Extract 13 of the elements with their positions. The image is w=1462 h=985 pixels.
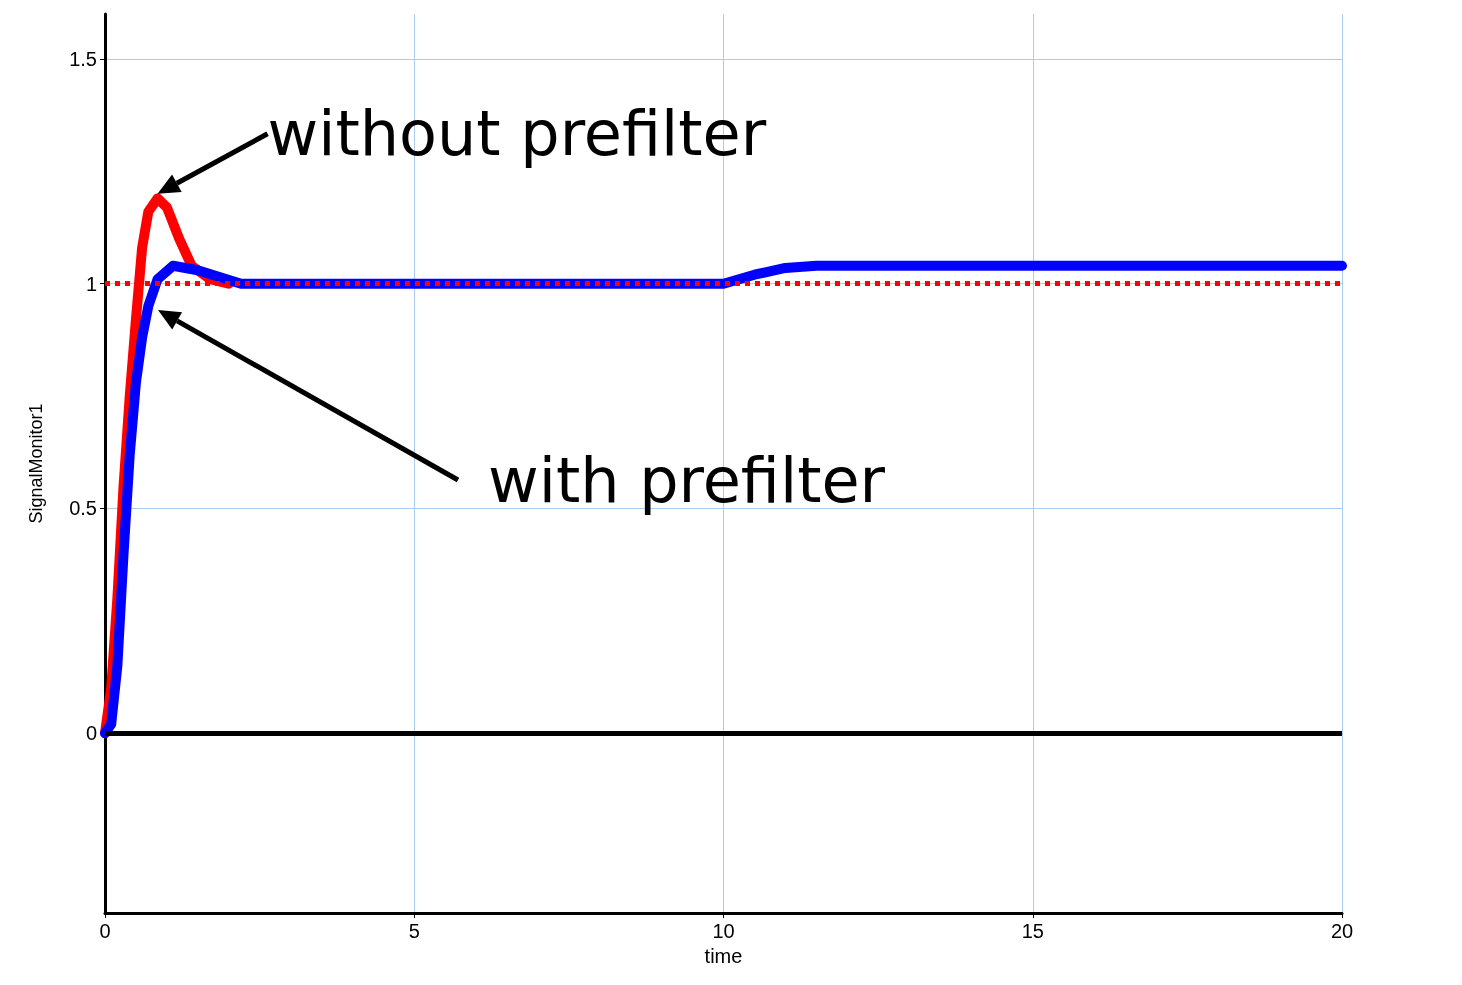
- y-tick-label: 0.5: [69, 497, 97, 520]
- y-axis-title: SignalMonitor1: [26, 403, 46, 524]
- x-tick-label: 20: [1330, 920, 1354, 942]
- x-tick-label: 15: [1021, 920, 1044, 942]
- annotation: without prefilter: [267, 97, 767, 171]
- x-tick-label: 10: [712, 920, 735, 942]
- x-axis-title: time: [704, 944, 743, 967]
- y-tick-label: 1: [85, 272, 97, 295]
- y-tick-label: 0: [85, 722, 97, 745]
- x-tick-label: 5: [408, 920, 420, 942]
- x-tick-label: 0: [99, 920, 111, 942]
- y-tick-label: 1.5: [69, 47, 97, 70]
- annotation: with prefilter: [488, 443, 886, 517]
